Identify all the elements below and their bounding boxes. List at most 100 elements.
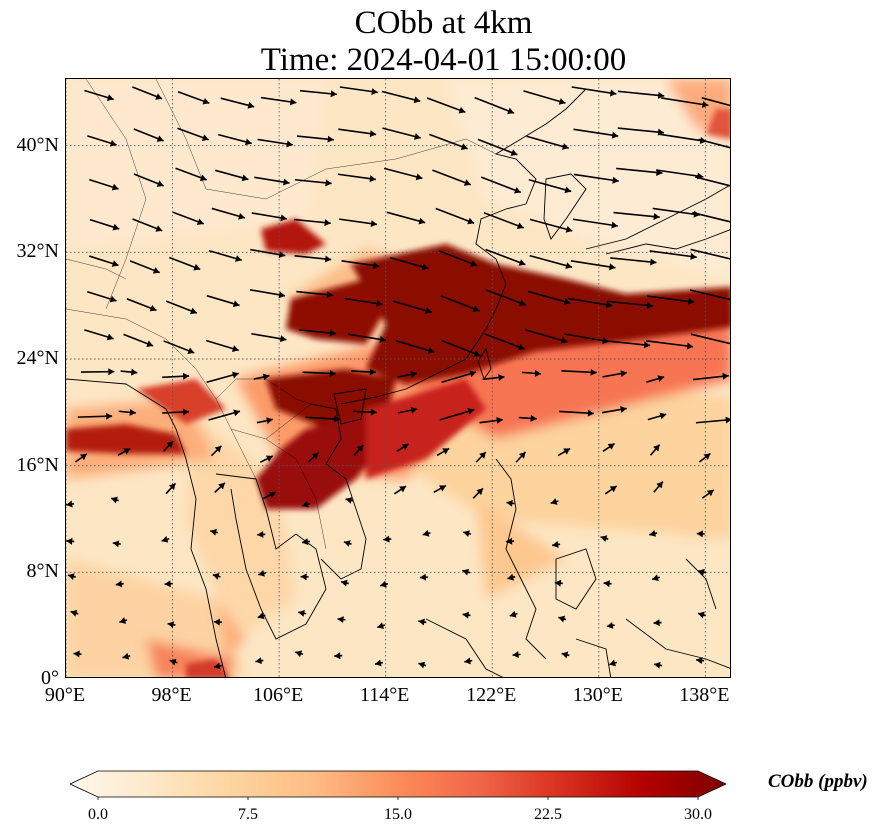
wind-arrow [167,621,176,629]
wind-arrow [353,408,377,416]
colorbar-tick-label: 22.5 [534,806,562,823]
wind-arrow [418,661,427,669]
wind-arrow [617,90,665,99]
wind-arrow [211,207,246,220]
wind-arrow [480,176,522,194]
lat-tick-label: 32°N [16,240,59,263]
wind-arrow [300,573,309,581]
wind-arrow [661,97,709,108]
wind-arrow [604,485,618,495]
map-canvas [66,79,730,677]
wind-arrow [77,412,113,420]
wind-arrow [299,89,337,98]
wind-arrow [293,218,331,227]
wind-arrow [697,568,707,576]
wind-arrow [645,340,694,350]
wind-arrow [299,329,337,337]
colorbar-label: CObb (ppbv) [768,771,868,792]
wind-arrow [529,218,573,233]
wind-arrow [110,496,119,504]
wind-arrow [260,96,297,106]
wind-arrow [119,617,128,624]
wind-arrow [175,167,207,182]
wind-arrow [382,127,421,140]
wind-arrow [552,541,561,548]
wind-arrow [573,128,619,139]
lon-tick-label: 98°E [151,684,192,706]
wind-arrow [383,167,423,181]
wind-arrow [118,408,136,416]
wind-arrow [475,451,487,463]
wind-arrow [649,530,658,537]
wind-arrow [208,409,241,421]
lat-tick-label: 8°N [26,560,59,583]
lon-tick-label: 130°E [572,684,623,706]
colorbar-gradient [70,770,726,798]
wind-arrow [606,300,654,309]
wind-arrow [162,440,174,452]
wind-arrow [690,248,730,260]
wind-arrow [254,176,290,186]
wind-arrow [117,447,131,456]
wind-arrow [339,86,378,96]
lon-tick-label: 114°E [359,684,410,706]
wind-arrow [695,416,730,424]
wind-arrow [602,442,616,452]
wind-arrow [374,659,384,667]
wind-arrow [206,294,240,308]
wind-arrow [257,530,266,538]
wind-arrow [393,485,407,495]
wind-arrow [529,254,573,269]
wind-arrow [653,481,664,493]
wind-arrow [507,573,516,581]
wind-arrow [554,579,563,587]
wind-arrow [218,133,252,146]
wind-arrow [701,489,715,499]
wind-arrow [698,138,730,149]
wind-arrow [377,622,386,629]
wind-arrow [89,218,120,231]
wind-arrow [177,90,210,105]
chart-title: CObb at 4km [354,5,533,41]
wind-arrow [557,447,571,457]
wind-arrow [653,661,663,669]
colorbar-tick-label: 15.0 [384,806,412,823]
wind-arrow [603,580,612,588]
wind-arrow [177,127,209,141]
wind-arrow [123,333,154,347]
wind-arrow [133,128,164,142]
wind-arrow [696,530,705,538]
wind-arrow [609,659,618,667]
wind-arrow [66,537,75,545]
lon-tick-label: 122°E [466,684,517,706]
wind-arrow [164,580,173,588]
wind-arrow [567,297,613,309]
wind-arrow [169,658,178,666]
wind-arrow [305,415,341,423]
wind-arrow [441,370,477,384]
country-borders [66,79,497,550]
lat-tick-label: 40°N [16,133,59,156]
wind-arrow [651,574,661,582]
wind-arrow [337,173,376,183]
wind-arrow [436,447,450,457]
wind-arrow [66,500,75,508]
wind-arrow [132,218,163,232]
wind-arrow [161,535,170,543]
wind-arrow [600,535,609,542]
wind-arrow [484,333,525,351]
colorbar-tick-label: 30.0 [684,806,712,823]
wind-arrow [338,128,377,138]
wind-arrow [386,211,426,225]
wind-arrow [572,218,618,229]
wind-arrow [257,612,266,620]
wind-arrow [646,375,665,383]
wind-arrow [262,491,277,500]
wind-arrow [559,409,594,417]
wind-arrow [649,444,661,456]
wind-arrow [344,297,383,307]
wind-arrow [298,609,307,617]
colorbar [70,770,726,800]
wind-arrow [506,537,515,545]
wind-arrow [89,178,119,191]
